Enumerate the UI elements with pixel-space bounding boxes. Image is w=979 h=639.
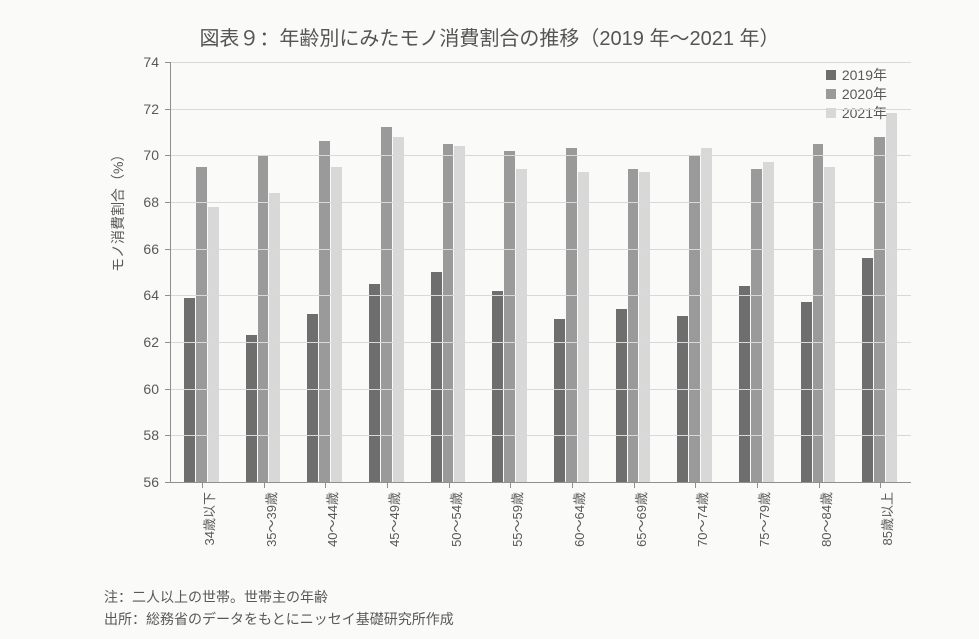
y-axis-label: モノ消費割合（%）: [108, 148, 128, 272]
x-tick-label: 60～64歳: [569, 492, 588, 547]
legend-swatch: [826, 89, 836, 99]
bar: [689, 155, 700, 482]
legend: 2019年2020年2021年: [826, 66, 887, 123]
gridline: [171, 62, 911, 63]
bar: [307, 314, 318, 482]
x-tick: [572, 482, 573, 488]
bar: [874, 137, 885, 482]
x-tick-label: 45～49歳: [384, 492, 403, 547]
gridline: [171, 435, 911, 436]
y-tick: [165, 482, 171, 483]
x-tick-label: 80～84歳: [816, 492, 835, 547]
x-tick-label: 34歳以下: [199, 492, 218, 545]
x-tick-label: 55～59歳: [507, 492, 526, 547]
x-tick: [387, 482, 388, 488]
bar: [763, 162, 774, 482]
y-tick: [165, 202, 171, 203]
footnote-1: 注：二人以上の世帯。世帯主の年齢: [104, 586, 454, 608]
bar: [431, 272, 442, 482]
gridline: [171, 249, 911, 250]
y-tick: [165, 155, 171, 156]
footnotes: 注：二人以上の世帯。世帯主の年齢 出所：総務省のデータをもとにニッセイ基礎研究所…: [104, 586, 454, 630]
gridline: [171, 389, 911, 390]
bar: [319, 141, 330, 482]
y-tick-label: 72: [143, 101, 159, 117]
bar: [862, 258, 873, 482]
y-tick-label: 62: [143, 334, 159, 350]
bar: [369, 284, 380, 482]
x-tick: [449, 482, 450, 488]
gridline: [171, 109, 911, 110]
bar: [504, 151, 515, 482]
footnote-2: 出所：総務省のデータをもとにニッセイ基礎研究所作成: [104, 608, 454, 630]
legend-label: 2021年: [842, 104, 887, 122]
x-tick-label: 35～39歳: [261, 492, 280, 547]
x-tick-label: 65～69歳: [631, 492, 650, 547]
x-tick-label: 75～79歳: [754, 492, 773, 547]
legend-label: 2020年: [842, 85, 887, 103]
x-tick: [202, 482, 203, 488]
y-tick: [165, 109, 171, 110]
bar: [801, 302, 812, 482]
x-tick: [757, 482, 758, 488]
bar: [443, 144, 454, 482]
bar: [566, 148, 577, 482]
bar: [554, 319, 565, 482]
bar: [813, 144, 824, 482]
x-tick: [695, 482, 696, 488]
x-tick: [510, 482, 511, 488]
bar: [454, 146, 465, 482]
y-tick-label: 64: [143, 287, 159, 303]
y-tick-label: 58: [143, 427, 159, 443]
y-tick-label: 68: [143, 194, 159, 210]
bar: [886, 113, 897, 482]
bar: [616, 309, 627, 482]
x-tick-label: 50～54歳: [446, 492, 465, 547]
bar: [492, 291, 503, 482]
x-tick-label: 40～44歳: [322, 492, 341, 547]
gridline: [171, 202, 911, 203]
bar: [701, 148, 712, 482]
y-tick-label: 60: [143, 381, 159, 397]
y-tick: [165, 249, 171, 250]
y-tick-label: 74: [143, 54, 159, 70]
bar: [184, 298, 195, 482]
gridline: [171, 155, 911, 156]
bar: [381, 127, 392, 482]
y-tick-label: 66: [143, 241, 159, 257]
x-tick: [264, 482, 265, 488]
gridline: [171, 295, 911, 296]
bar: [393, 137, 404, 482]
x-tick-label: 85歳以上: [877, 492, 896, 545]
legend-item: 2020年: [826, 85, 887, 103]
legend-item: 2019年: [826, 66, 887, 84]
y-tick-label: 56: [143, 474, 159, 490]
y-tick: [165, 62, 171, 63]
bar: [269, 193, 280, 482]
x-tick: [634, 482, 635, 488]
chart-title: 図表９：年齢別にみたモノ消費割合の推移（2019 年～2021 年）: [0, 22, 979, 51]
bar: [258, 155, 269, 482]
legend-swatch: [826, 70, 836, 80]
bar: [246, 335, 257, 482]
y-tick: [165, 389, 171, 390]
bar: [739, 286, 750, 482]
chart-plot-area: 2019年2020年2021年 5658606264666870727434歳以…: [170, 62, 911, 483]
y-tick: [165, 435, 171, 436]
y-tick: [165, 342, 171, 343]
legend-item: 2021年: [826, 104, 887, 122]
x-tick: [819, 482, 820, 488]
x-tick: [325, 482, 326, 488]
x-tick-label: 70～74歳: [692, 492, 711, 547]
page: 図表９：年齢別にみたモノ消費割合の推移（2019 年～2021 年） モノ消費割…: [0, 0, 979, 639]
gridline: [171, 342, 911, 343]
y-tick-label: 70: [143, 147, 159, 163]
y-tick: [165, 295, 171, 296]
legend-label: 2019年: [842, 66, 887, 84]
bar-container: [171, 62, 911, 482]
x-tick: [880, 482, 881, 488]
